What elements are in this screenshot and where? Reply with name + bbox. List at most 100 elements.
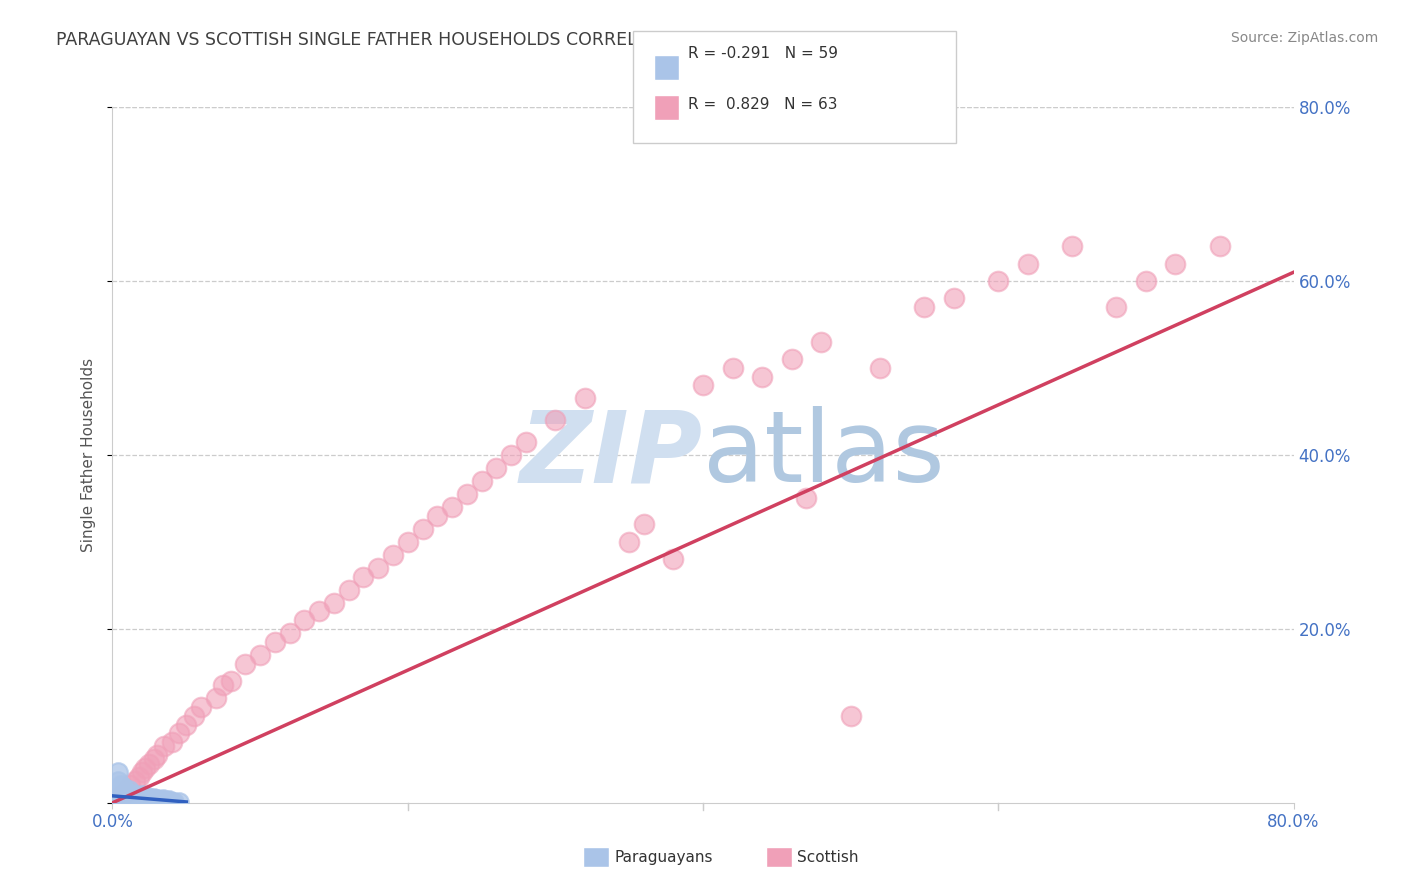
Point: [152, 792, 174, 806]
Point: [544, 413, 567, 427]
Point: [142, 790, 165, 805]
Point: [114, 785, 136, 799]
Point: [396, 534, 419, 549]
Text: R =  0.829   N = 63: R = 0.829 N = 63: [688, 97, 837, 112]
Point: [869, 361, 891, 376]
Point: [114, 792, 136, 806]
Point: [121, 789, 143, 804]
Point: [143, 793, 166, 807]
Point: [662, 552, 685, 566]
Point: [810, 334, 832, 349]
Point: [780, 352, 803, 367]
Point: [110, 778, 132, 793]
Point: [163, 795, 186, 809]
Point: [111, 791, 134, 805]
Point: [105, 793, 128, 807]
Point: [121, 792, 143, 806]
Point: [219, 674, 242, 689]
Point: [149, 794, 172, 808]
Point: [839, 708, 862, 723]
Y-axis label: Single Father Households: Single Father Households: [80, 358, 96, 552]
Point: [501, 448, 523, 462]
Point: [127, 789, 149, 803]
Point: [152, 793, 174, 807]
Text: ZIP: ZIP: [520, 407, 703, 503]
Point: [153, 794, 176, 808]
Point: [108, 789, 131, 803]
Point: [183, 708, 205, 723]
Point: [120, 791, 142, 805]
Point: [153, 739, 176, 754]
Point: [131, 788, 153, 802]
Point: [127, 790, 149, 805]
Point: [148, 793, 170, 807]
Point: [987, 274, 1010, 288]
Point: [160, 795, 183, 809]
Point: [441, 500, 464, 514]
Point: [174, 717, 197, 731]
Point: [412, 522, 434, 536]
Point: [167, 795, 190, 809]
Text: PARAGUAYAN VS SCOTTISH SINGLE FATHER HOUSEHOLDS CORRELATION CHART: PARAGUAYAN VS SCOTTISH SINGLE FATHER HOU…: [56, 31, 755, 49]
Text: Paraguayans: Paraguayans: [614, 850, 713, 864]
Point: [104, 791, 127, 805]
Point: [751, 369, 773, 384]
Point: [128, 770, 150, 784]
Point: [142, 792, 165, 806]
Point: [125, 792, 148, 806]
Point: [1062, 239, 1084, 253]
Text: Source: ZipAtlas.com: Source: ZipAtlas.com: [1230, 31, 1378, 45]
Point: [456, 487, 478, 501]
Point: [111, 780, 134, 794]
Point: [136, 792, 159, 806]
Point: [292, 613, 315, 627]
Point: [233, 657, 256, 671]
Point: [118, 782, 141, 797]
Point: [117, 789, 138, 803]
Point: [120, 789, 142, 803]
Point: [132, 791, 155, 805]
Point: [105, 782, 128, 797]
Point: [146, 792, 169, 806]
Point: [160, 735, 183, 749]
Point: [1105, 300, 1128, 314]
Point: [107, 774, 129, 789]
Point: [633, 517, 655, 532]
Point: [205, 691, 228, 706]
Text: Scottish: Scottish: [797, 850, 859, 864]
Point: [323, 596, 346, 610]
Point: [155, 794, 177, 808]
Point: [128, 791, 150, 805]
Point: [515, 434, 537, 449]
Point: [692, 378, 714, 392]
Point: [942, 291, 965, 305]
Point: [112, 787, 135, 801]
Point: [118, 790, 141, 805]
Point: [470, 474, 494, 488]
Point: [142, 752, 165, 766]
Point: [110, 790, 132, 805]
Point: [117, 787, 138, 801]
Point: [117, 782, 138, 797]
Point: [190, 700, 212, 714]
Point: [125, 789, 148, 804]
Point: [105, 791, 128, 805]
Point: [914, 300, 936, 314]
Point: [136, 789, 159, 804]
Point: [337, 582, 360, 597]
Point: [134, 761, 156, 775]
Point: [426, 508, 449, 523]
Point: [124, 788, 146, 802]
Point: [485, 461, 508, 475]
Point: [382, 548, 405, 562]
Point: [1164, 257, 1187, 271]
Point: [278, 626, 301, 640]
Point: [131, 790, 153, 805]
Point: [122, 790, 145, 805]
Point: [107, 765, 129, 780]
Point: [108, 789, 131, 803]
Point: [112, 788, 135, 802]
Point: [131, 765, 153, 780]
Point: [167, 726, 190, 740]
Point: [721, 361, 744, 376]
